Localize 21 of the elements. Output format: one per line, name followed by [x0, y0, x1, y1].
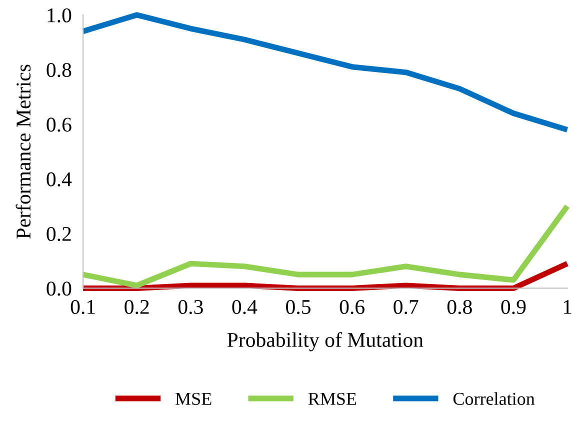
legend-label: Correlation: [453, 392, 535, 405]
y-tick-label: 0.6: [46, 118, 72, 132]
x-tick-label: 0.5: [286, 300, 310, 314]
x-tick-label: 0.4: [232, 300, 258, 314]
legend-label: MSE: [176, 392, 212, 405]
x-tick-label: 0.1: [70, 300, 95, 314]
x-tick-label: 1: [564, 300, 572, 314]
y-tick-label: 0.4: [46, 172, 72, 186]
y-tick-label: 1.0: [48, 8, 72, 22]
legend-label: RMSE: [308, 392, 356, 405]
x-tick-label: 0.7: [394, 300, 418, 314]
y-tick-label: 0.2: [46, 226, 71, 242]
x-tick-label: 0.2: [124, 300, 149, 314]
x-axis-title: Probability of Mutation: [227, 332, 424, 352]
y-tick-label: 0.0: [46, 282, 72, 296]
x-tick-label: 0.9: [501, 300, 526, 314]
x-tick-label: 0.8: [447, 300, 472, 314]
x-tick-label: 0.3: [178, 300, 203, 314]
x-tick-label: 0.6: [340, 300, 364, 314]
y-axis-title: Performance Metrics: [16, 64, 31, 239]
y-tick-label: 0.8: [46, 62, 72, 78]
